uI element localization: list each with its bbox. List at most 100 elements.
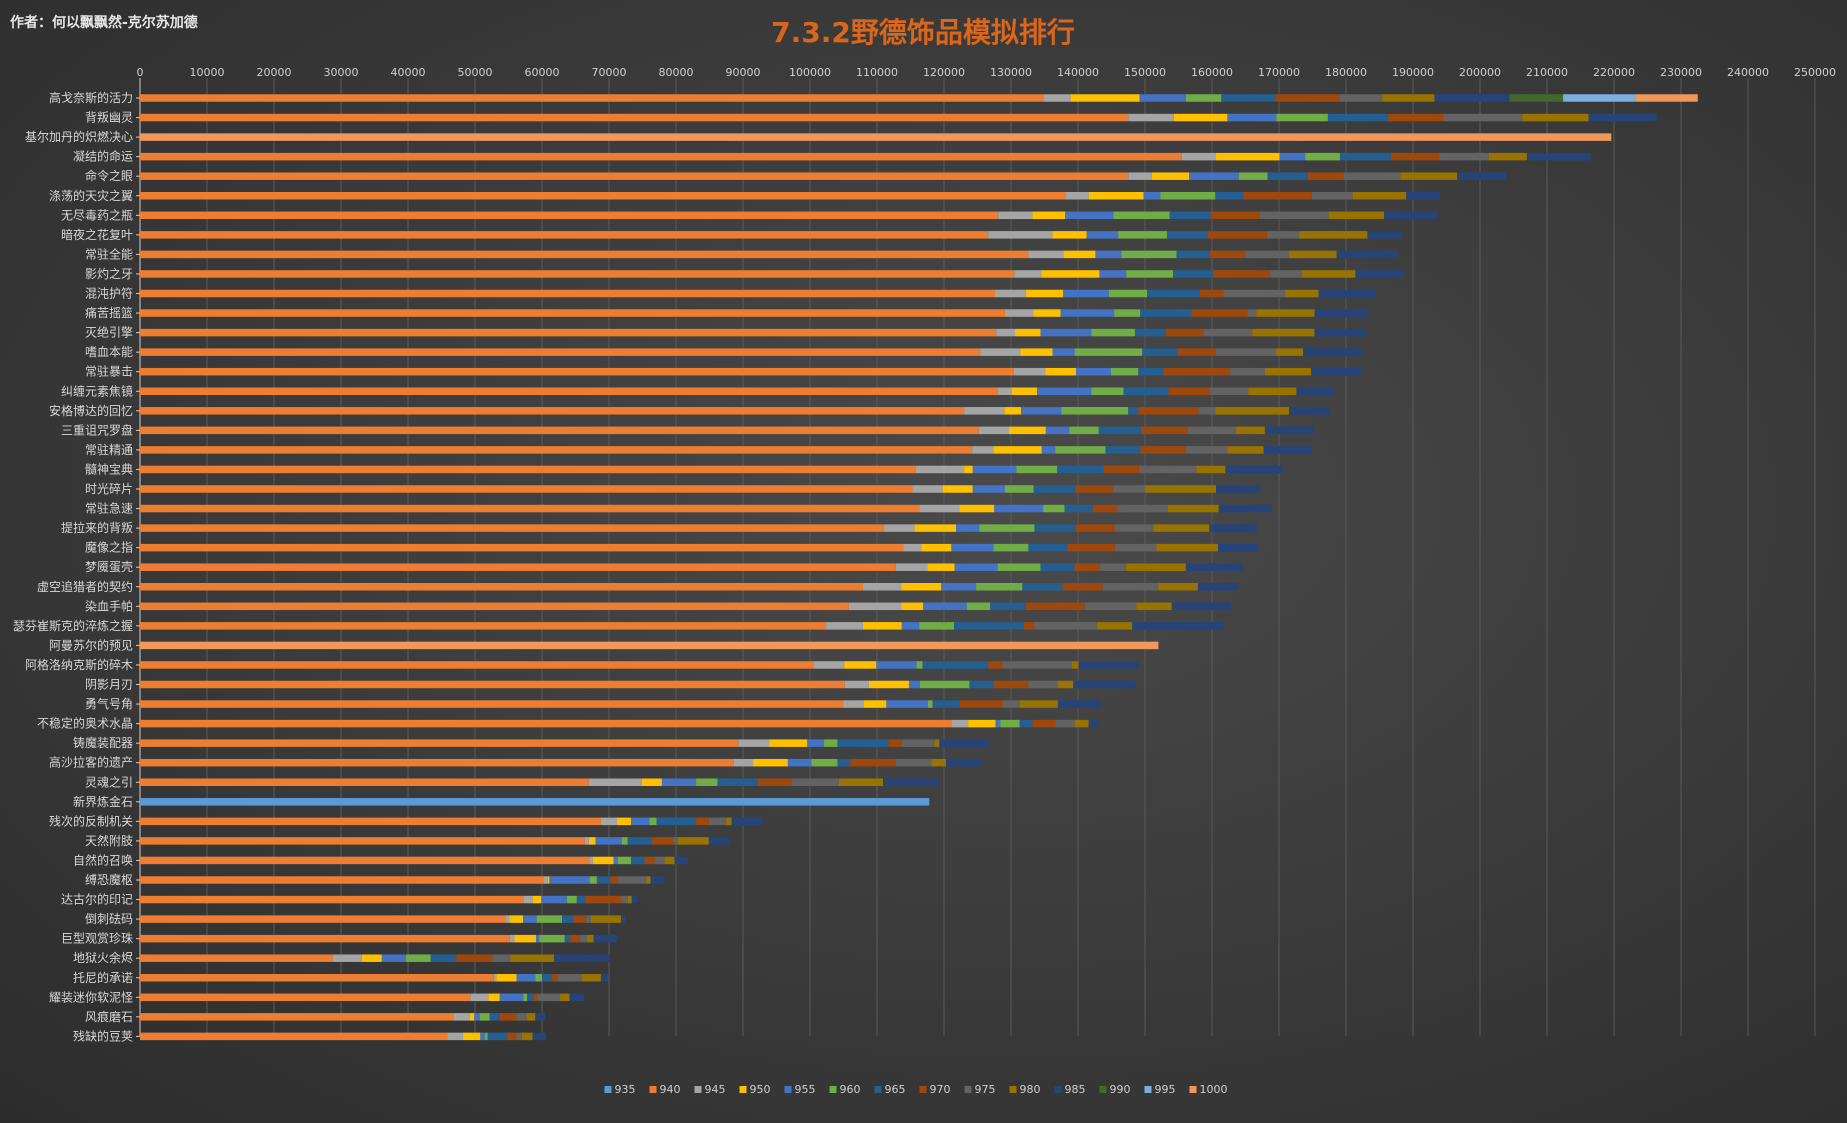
bar-segment-955 xyxy=(1095,250,1122,259)
x-tick-label: 190000 xyxy=(1392,66,1434,79)
bar-segment-965 xyxy=(1040,563,1075,571)
legend-item: 955 xyxy=(784,1083,816,1096)
legend-label: 970 xyxy=(930,1083,951,1096)
bar-segment-1000 xyxy=(140,133,1612,141)
bar-row xyxy=(140,543,1258,552)
bar-segment-945 xyxy=(453,1013,470,1021)
bar-segment-960 xyxy=(927,700,933,708)
bar-segment-980 xyxy=(1196,465,1226,474)
bar-segment-955 xyxy=(995,719,1001,728)
bar-row xyxy=(140,974,609,982)
bar-segment-945 xyxy=(964,407,1005,415)
bar-segment-950 xyxy=(1088,192,1144,200)
bar-segment-980 xyxy=(1328,211,1385,220)
bar-segment-980 xyxy=(1256,309,1315,317)
bar-segment-975 xyxy=(1187,426,1237,435)
bar-segment-975 xyxy=(1223,289,1286,298)
bar-segment-965 xyxy=(576,895,586,904)
bar-segment-950 xyxy=(959,504,995,513)
bar-segment-975 xyxy=(492,954,511,962)
bar-segment-975 xyxy=(1114,524,1154,532)
bar-segment-960 xyxy=(1118,231,1168,239)
bar-row xyxy=(140,680,1136,689)
bar-segment-960 xyxy=(966,602,991,611)
bar-segment-970 xyxy=(1075,524,1115,532)
bar-segment-975 xyxy=(586,915,591,923)
bar-segment-975 xyxy=(1259,211,1329,220)
bar-row xyxy=(140,407,1330,415)
bar-segment-970 xyxy=(1075,485,1113,493)
bar-segment-950 xyxy=(1173,113,1228,122)
bar-segment-975 xyxy=(1266,231,1300,239)
bar-segment-955 xyxy=(541,895,567,904)
category-label: 灵魂之引 xyxy=(85,774,133,789)
bar-segment-945 xyxy=(470,993,489,1002)
bar-segment-975 xyxy=(791,778,839,786)
legend-swatch xyxy=(784,1086,792,1093)
category-label: 灭绝引擎 xyxy=(85,325,133,340)
legend-swatch xyxy=(739,1086,747,1093)
bar-segment-985 xyxy=(1384,211,1438,220)
bar-segment-940 xyxy=(140,895,524,904)
bar-segment-955 xyxy=(1099,270,1127,278)
bar-segment-955 xyxy=(595,837,622,845)
bar-segment-940 xyxy=(140,289,995,298)
legend-label: 965 xyxy=(885,1083,906,1096)
category-label: 新界炼金石 xyxy=(73,794,133,809)
bar-segment-960 xyxy=(696,778,718,786)
x-tick-label: 160000 xyxy=(1191,66,1233,79)
bar-segment-970 xyxy=(1168,387,1210,395)
legend-item: 975 xyxy=(964,1083,996,1096)
bar-segment-985 xyxy=(1367,231,1403,239)
bar-segment-940 xyxy=(140,563,896,571)
bar-segment-955 xyxy=(901,622,920,630)
bar-segment-980 xyxy=(1019,700,1058,708)
bar-row xyxy=(140,113,1657,122)
bar-segment-955 xyxy=(1143,192,1161,200)
bar-segment-940 xyxy=(140,387,998,395)
category-label: 涤荡的天灾之翼 xyxy=(49,188,133,203)
bar-segment-965 xyxy=(837,739,889,747)
bar-segment-965 xyxy=(1064,504,1093,513)
bar-segment-945 xyxy=(843,700,864,708)
category-label: 阿曼苏尔的预见 xyxy=(49,637,133,652)
category-label: 高沙拉客的遗产 xyxy=(49,755,133,770)
category-label: 高戈奈斯的活力 xyxy=(49,90,133,105)
bar-segment-985 xyxy=(1209,524,1257,532)
bar-segment-960 xyxy=(405,954,431,962)
bar-segment-980 xyxy=(1227,446,1264,454)
bar-segment-945 xyxy=(883,524,915,532)
bar-segment-940 xyxy=(140,602,849,611)
bar-segment-985 xyxy=(1088,719,1099,728)
bar-segment-970 xyxy=(959,700,1003,708)
bar-segment-940 xyxy=(140,758,734,767)
bar-segment-955 xyxy=(1045,426,1070,435)
category-label: 基尔加丹的炽燃决心 xyxy=(25,129,133,144)
x-tick-label: 200000 xyxy=(1459,66,1501,79)
bar-segment-965 xyxy=(1169,211,1211,220)
bar-segment-945 xyxy=(332,954,362,962)
bar-segment-980 xyxy=(1167,504,1219,513)
bar-row xyxy=(140,289,1377,298)
category-label: 魔像之指 xyxy=(85,540,133,555)
category-label: 自然的召唤 xyxy=(73,852,133,867)
bar-segment-980 xyxy=(1126,563,1186,571)
bar-segment-955 xyxy=(1063,289,1109,298)
x-tick-label: 150000 xyxy=(1124,66,1166,79)
bar-segment-955 xyxy=(1279,152,1306,161)
bar-segment-950 xyxy=(927,563,955,571)
bar-segment-965 xyxy=(990,602,1026,611)
bar-segment-950 xyxy=(532,895,542,904)
bar-segment-970 xyxy=(1243,192,1312,200)
bar-segment-985 xyxy=(1216,485,1261,493)
bar-segment-985 xyxy=(731,817,763,826)
category-label: 不稳定的奥术水晶 xyxy=(37,716,133,731)
bar-segment-970 xyxy=(1138,407,1199,415)
bar-segment-955 xyxy=(787,758,812,767)
bar-segment-975 xyxy=(1439,152,1489,161)
bar-segment-975 xyxy=(1209,387,1249,395)
bar-row xyxy=(140,211,1438,220)
legend-label: 980 xyxy=(1020,1083,1041,1096)
bar-segment-960 xyxy=(535,974,542,982)
x-tick-label: 240000 xyxy=(1727,66,1769,79)
